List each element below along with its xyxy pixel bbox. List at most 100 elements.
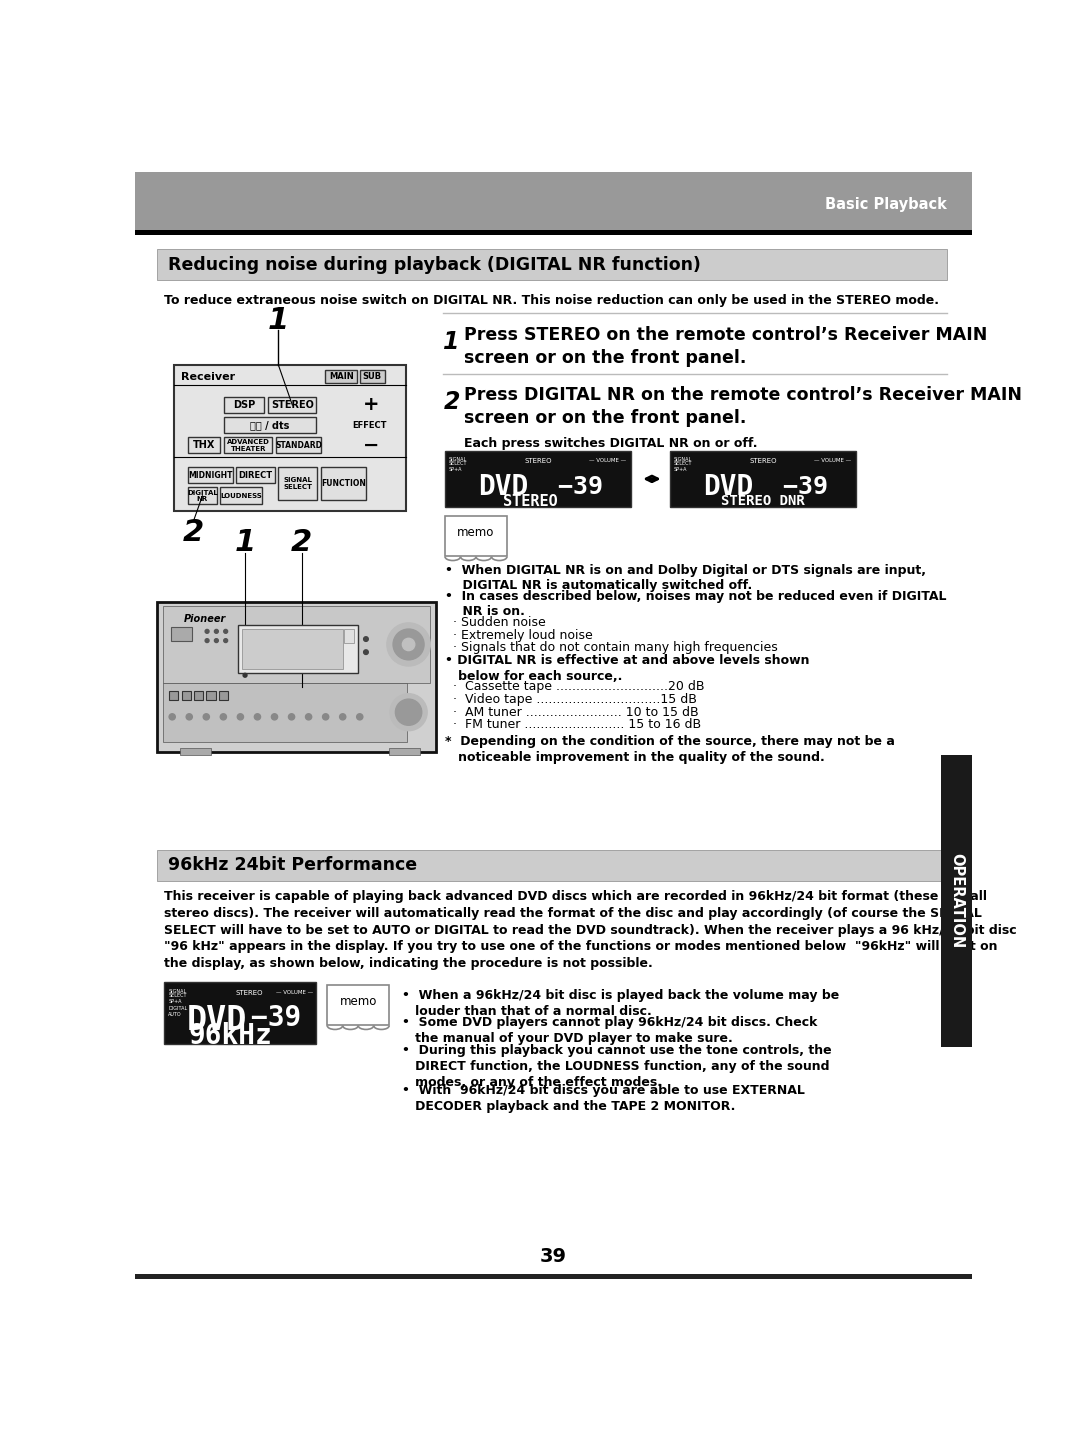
Text: 2: 2 xyxy=(183,519,204,547)
Text: •  When a 96kHz/24 bit disc is played back the volume may be
   louder than that: • When a 96kHz/24 bit disc is played bac… xyxy=(403,989,839,1017)
Bar xyxy=(941,754,972,1048)
Bar xyxy=(445,516,507,556)
Text: STEREO: STEREO xyxy=(503,494,557,509)
Text: — VOLUME —: — VOLUME — xyxy=(814,458,851,463)
Circle shape xyxy=(323,714,328,720)
Bar xyxy=(181,691,191,700)
Text: ·  Cassette tape ............................20 dB: · Cassette tape ........................… xyxy=(445,680,704,693)
Text: 39: 39 xyxy=(540,1247,567,1266)
Circle shape xyxy=(339,714,346,720)
Text: — VOLUME —: — VOLUME — xyxy=(590,458,626,463)
Circle shape xyxy=(387,622,430,665)
Bar xyxy=(135,230,972,234)
Text: STEREO: STEREO xyxy=(750,458,777,464)
Bar xyxy=(279,467,318,500)
Text: FUNCTION: FUNCTION xyxy=(321,479,366,489)
Text: Receiver: Receiver xyxy=(181,372,235,382)
Text: memo: memo xyxy=(457,526,495,539)
Bar xyxy=(188,437,220,453)
Circle shape xyxy=(205,629,210,634)
Text: To reduce extraneous noise switch on DIGITAL NR. This noise reduction can only b: To reduce extraneous noise switch on DIG… xyxy=(164,295,940,308)
Bar xyxy=(276,437,321,453)
Text: STEREO DNR: STEREO DNR xyxy=(720,494,805,509)
Circle shape xyxy=(390,694,428,730)
Text: SUB: SUB xyxy=(363,372,381,381)
Text: 1: 1 xyxy=(444,329,460,354)
Text: DVD: DVD xyxy=(703,473,753,502)
Circle shape xyxy=(243,674,247,677)
Circle shape xyxy=(238,714,243,720)
Bar xyxy=(188,467,232,483)
Text: 2: 2 xyxy=(291,527,312,556)
Text: STEREO: STEREO xyxy=(271,399,314,410)
Circle shape xyxy=(395,700,422,726)
Circle shape xyxy=(393,629,424,660)
Text: DVD: DVD xyxy=(187,1004,247,1038)
Text: +: + xyxy=(363,395,380,414)
Text: 96kHz: 96kHz xyxy=(188,1022,272,1050)
Text: *  Depending on the condition of the source, there may not be a
   noticeable im: * Depending on the condition of the sour… xyxy=(445,734,895,764)
Text: ·  FM tuner ......................... 15 to 16 dB: · FM tuner ......................... 15 … xyxy=(445,718,701,731)
Text: STEREO: STEREO xyxy=(235,990,264,996)
Text: •  In cases described below, noises may not be reduced even if DIGITAL
    NR is: • In cases described below, noises may n… xyxy=(445,589,946,618)
Bar xyxy=(188,487,217,504)
Text: •  With  96kHz/24 bit discs you are able to use EXTERNAL
   DECODER playback and: • With 96kHz/24 bit discs you are able t… xyxy=(403,1083,806,1112)
Bar xyxy=(220,487,262,504)
Circle shape xyxy=(220,714,227,720)
Bar xyxy=(157,250,947,280)
Text: −39: −39 xyxy=(783,476,843,500)
Text: −: − xyxy=(363,435,379,454)
Text: DSP: DSP xyxy=(233,399,255,410)
Bar xyxy=(242,629,342,670)
Text: STEREO: STEREO xyxy=(524,458,552,464)
Bar xyxy=(238,625,359,673)
Text: •  During this playback you cannot use the tone controls, the
   DIRECT function: • During this playback you cannot use th… xyxy=(403,1045,832,1089)
Text: DIRECT: DIRECT xyxy=(238,470,272,480)
Text: Reducing noise during playback (DIGITAL NR function): Reducing noise during playback (DIGITAL … xyxy=(167,256,701,274)
Bar xyxy=(135,172,972,230)
Text: SELECT: SELECT xyxy=(449,461,468,466)
Bar xyxy=(235,467,274,483)
Text: SIGNAL: SIGNAL xyxy=(168,989,187,993)
Bar xyxy=(194,691,203,700)
Text: 1: 1 xyxy=(268,306,289,335)
Bar xyxy=(135,1273,972,1279)
Text: · Extremely loud noise: · Extremely loud noise xyxy=(445,628,593,642)
Text: memo: memo xyxy=(339,996,377,1009)
Text: •  Some DVD players cannot play 96kHz/24 bit discs. Check
   the manual of your : • Some DVD players cannot play 96kHz/24 … xyxy=(403,1016,818,1045)
Circle shape xyxy=(224,638,228,642)
Circle shape xyxy=(186,714,192,720)
Text: ·  Video tape ...............................15 dB: · Video tape ...........................… xyxy=(445,693,697,706)
Circle shape xyxy=(403,638,415,651)
Text: LOUDNESS: LOUDNESS xyxy=(220,493,262,499)
Bar xyxy=(389,749,420,754)
Circle shape xyxy=(356,714,363,720)
Text: SELECT: SELECT xyxy=(674,461,692,466)
Circle shape xyxy=(271,714,278,720)
Text: SIGNAL: SIGNAL xyxy=(449,457,468,461)
Circle shape xyxy=(215,629,218,634)
Bar xyxy=(157,602,435,752)
Bar xyxy=(670,451,855,507)
Text: THX: THX xyxy=(193,440,215,450)
Circle shape xyxy=(364,650,368,654)
Circle shape xyxy=(224,629,228,634)
Circle shape xyxy=(364,637,368,641)
Text: 2: 2 xyxy=(444,389,460,414)
Text: Press DIGITAL NR on the remote control’s Receiver MAIN
screen or on the front pa: Press DIGITAL NR on the remote control’s… xyxy=(464,387,1023,427)
Text: MAIN: MAIN xyxy=(328,372,353,381)
Text: −39: −39 xyxy=(251,1004,319,1032)
Bar xyxy=(157,851,947,881)
Circle shape xyxy=(203,714,210,720)
Text: •  When DIGITAL NR is on and Dolby Digital or DTS signals are input,
    DIGITAL: • When DIGITAL NR is on and Dolby Digita… xyxy=(445,563,926,592)
Text: ·  AM tuner ........................ 10 to 15 dB: · AM tuner ........................ 10 t… xyxy=(445,706,699,718)
Bar xyxy=(327,984,389,1025)
Text: SIGNAL: SIGNAL xyxy=(674,457,692,461)
Bar xyxy=(268,397,316,412)
Bar xyxy=(445,451,631,507)
Text: SP+A: SP+A xyxy=(168,999,181,1004)
Bar xyxy=(321,467,366,500)
Bar xyxy=(360,369,384,384)
Circle shape xyxy=(288,714,295,720)
Bar xyxy=(170,691,178,700)
